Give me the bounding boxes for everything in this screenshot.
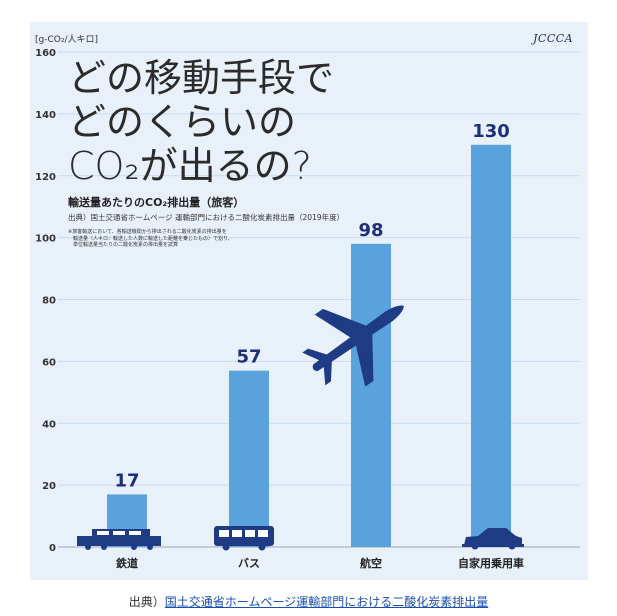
chart-source: 出典）国土交通省ホームページ 運輸部門における二酸化炭素排出量（2019年度）: [68, 213, 345, 222]
y-tick-label: 60: [42, 357, 56, 368]
headline-line-3: CO₂が出るの?: [68, 144, 312, 188]
y-axis-unit: [g-CO₂/人キロ]: [35, 35, 98, 45]
x-tick-label: 鉄道: [116, 556, 138, 570]
note-line-2: 輸送量（人キロ：輸送した人数に輸送した距離を乗じたもの）で割り、: [68, 235, 233, 242]
data-label: 130: [472, 121, 510, 142]
data-label: 57: [236, 347, 261, 368]
footer-prefix: 出典）: [128, 595, 165, 609]
y-tick-label: 140: [35, 110, 56, 121]
bar: [229, 370, 269, 547]
jccca-logo: JCCCA: [533, 32, 574, 45]
headline: どの移動手段で どのくらいの CO₂が出るの?: [68, 56, 334, 188]
note-line-1: ※旅客輸送において、各輸送機関から排出される二酸化炭素の排出量を: [68, 229, 227, 235]
data-label: 98: [358, 220, 383, 241]
footer-source-link[interactable]: 国土交通省ホームページ運輸部門における二酸化炭素排出量: [164, 595, 489, 609]
note-line-3: 単位輸送量当たりの二酸化炭素の排出量を試算: [68, 242, 179, 248]
train-icon: [77, 529, 161, 550]
headline-line-1: どの移動手段で: [68, 56, 335, 100]
footer-source: 出典）国土交通省ホームページ運輸部門における二酸化炭素排出量: [0, 593, 617, 610]
x-tick-label: バス: [238, 557, 260, 570]
headline-line-2: どのくらいの: [68, 100, 297, 144]
y-tick-label: 0: [49, 543, 56, 554]
bus-icon: [214, 526, 274, 551]
x-tick-label: 航空: [360, 556, 382, 570]
chart-subtitle: 輸送量あたりのCO₂排出量（旅客）: [68, 196, 245, 209]
y-tick-label: 160: [35, 48, 56, 59]
chart-note: ※旅客輸送において、各輸送機関から排出される二酸化炭素の排出量を 輸送量（人キロ…: [68, 229, 288, 249]
x-tick-label: 自家用乗用車: [458, 556, 524, 570]
car-icon: [462, 528, 524, 550]
data-label: 17: [114, 470, 139, 491]
bar: [351, 243, 391, 547]
bar: [471, 144, 511, 547]
y-tick-label: 40: [42, 419, 56, 430]
airplane-icon: [302, 305, 404, 387]
y-tick-label: 100: [35, 234, 56, 245]
y-tick-label: 80: [42, 296, 56, 307]
y-tick-label: 120: [35, 172, 56, 183]
y-tick-label: 20: [42, 481, 56, 492]
